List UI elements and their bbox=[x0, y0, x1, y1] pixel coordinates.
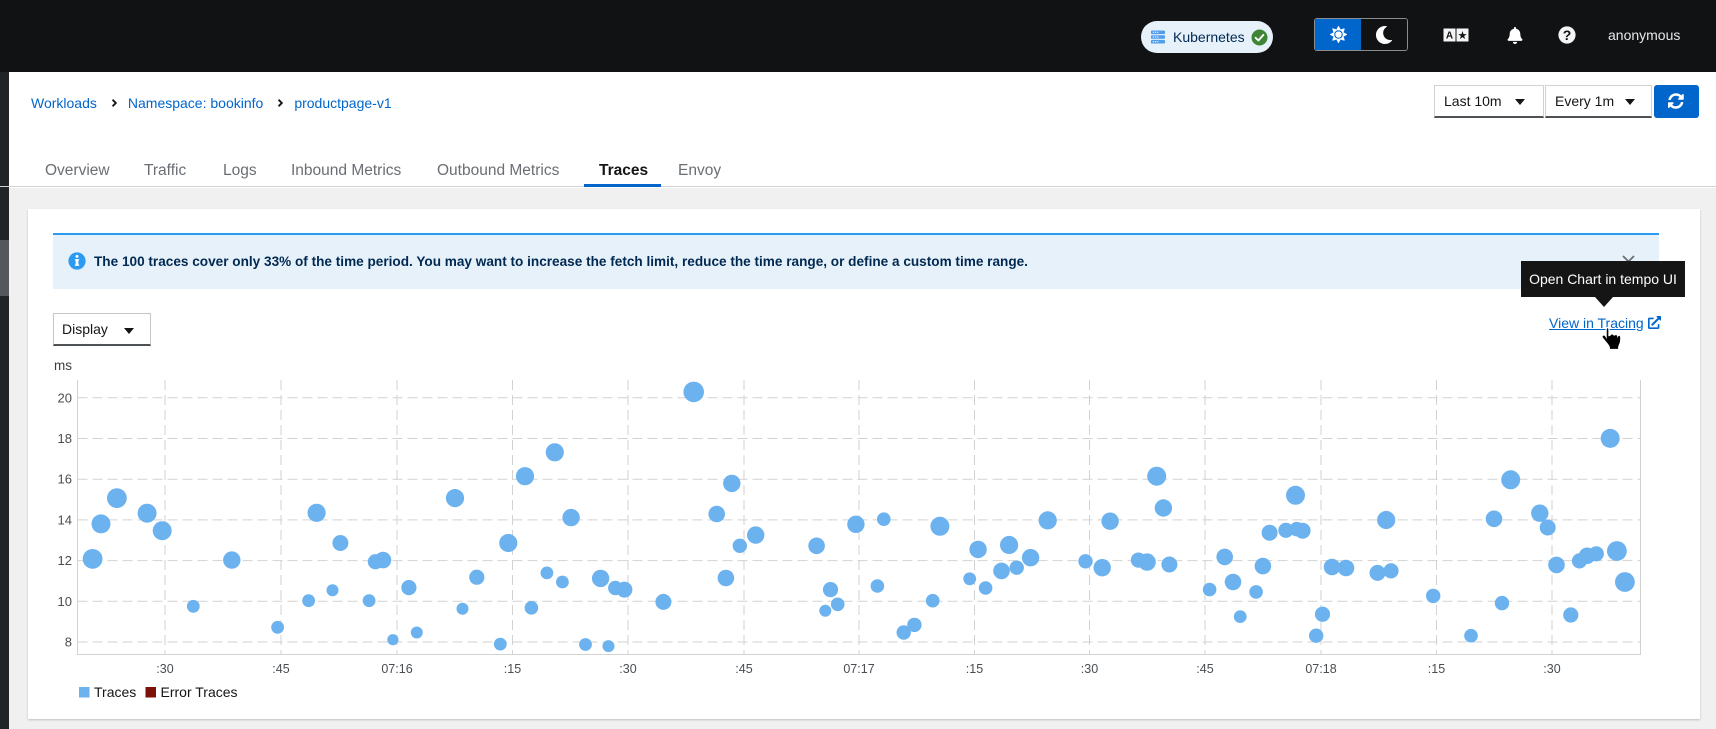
svg-text:12: 12 bbox=[58, 553, 72, 568]
svg-text:14: 14 bbox=[58, 512, 72, 527]
svg-text::45: :45 bbox=[735, 662, 752, 676]
svg-text::30: :30 bbox=[1081, 662, 1098, 676]
svg-text::15: :15 bbox=[1428, 662, 1445, 676]
svg-text:07:17: 07:17 bbox=[843, 662, 874, 676]
svg-text:★: ★ bbox=[1458, 31, 1467, 42]
svg-text:A: A bbox=[1446, 31, 1453, 42]
svg-text::15: :15 bbox=[504, 662, 521, 676]
svg-text:20: 20 bbox=[58, 390, 72, 405]
svg-text:Traces: Traces bbox=[94, 684, 136, 700]
svg-text:10: 10 bbox=[58, 594, 72, 609]
svg-text:18: 18 bbox=[58, 431, 72, 446]
svg-text:?: ? bbox=[1563, 27, 1572, 43]
svg-text::30: :30 bbox=[1543, 662, 1560, 676]
svg-text:8: 8 bbox=[65, 635, 72, 650]
svg-text:ms: ms bbox=[54, 358, 72, 373]
svg-text:Error Traces: Error Traces bbox=[161, 684, 238, 700]
svg-text::15: :15 bbox=[966, 662, 983, 676]
svg-text:07:16: 07:16 bbox=[381, 662, 412, 676]
svg-text::45: :45 bbox=[1196, 662, 1213, 676]
svg-text:07:18: 07:18 bbox=[1305, 662, 1336, 676]
svg-text::30: :30 bbox=[156, 662, 173, 676]
svg-text::45: :45 bbox=[272, 662, 289, 676]
svg-text::30: :30 bbox=[619, 662, 636, 676]
svg-text:16: 16 bbox=[58, 472, 72, 487]
